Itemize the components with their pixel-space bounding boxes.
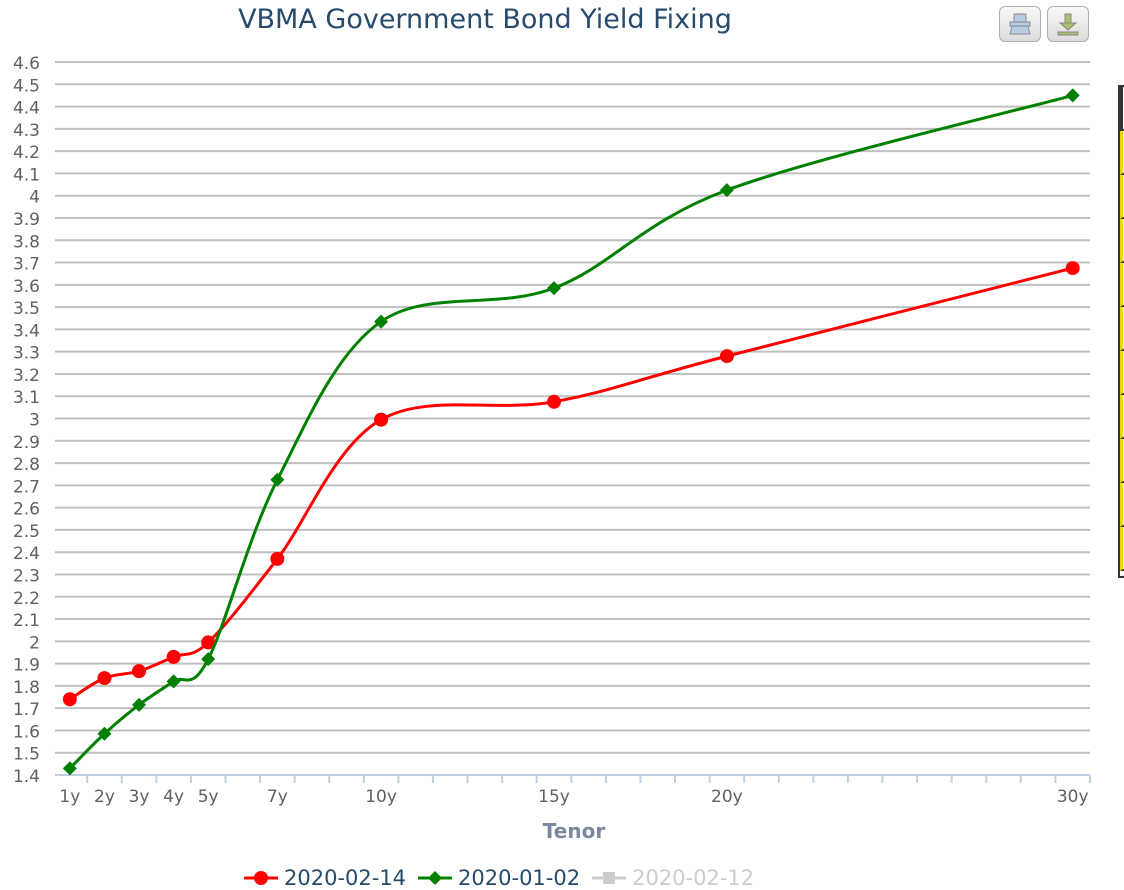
y-tick-label: 2.8 bbox=[13, 455, 40, 475]
legend-item[interactable]: 2020-01-02 bbox=[418, 866, 580, 890]
y-tick-label: 4.6 bbox=[13, 54, 40, 74]
y-tick-label: 2.6 bbox=[13, 500, 40, 520]
data-point[interactable] bbox=[546, 394, 561, 409]
y-tick-label: 2.4 bbox=[13, 544, 40, 564]
y-tick-label: 1.9 bbox=[13, 656, 40, 676]
legend-label: 2020-02-14 bbox=[284, 866, 407, 890]
data-point[interactable] bbox=[62, 692, 77, 707]
data-point[interactable] bbox=[97, 671, 112, 686]
data-point[interactable] bbox=[201, 635, 216, 650]
x-axis-title: Tenor bbox=[543, 819, 606, 843]
y-tick-label: 3.2 bbox=[13, 366, 40, 386]
side-table-row bbox=[1120, 439, 1124, 483]
data-point[interactable] bbox=[1065, 261, 1080, 276]
y-tick-label: 3.9 bbox=[13, 210, 40, 230]
series-2020-02-14 bbox=[62, 261, 1080, 707]
x-tick-label: 15y bbox=[538, 787, 570, 807]
data-point[interactable] bbox=[201, 652, 216, 667]
data-point[interactable] bbox=[62, 761, 77, 776]
x-tick-label: 4y bbox=[163, 787, 184, 807]
data-point[interactable] bbox=[97, 726, 112, 741]
y-tick-label: 3.7 bbox=[13, 255, 40, 275]
y-tick-label: 1.4 bbox=[13, 767, 40, 787]
data-point[interactable] bbox=[132, 697, 147, 712]
side-table-row bbox=[1120, 263, 1124, 307]
x-tick-label: 3y bbox=[129, 787, 150, 807]
series-2020-01-02 bbox=[62, 88, 1080, 776]
y-tick-label: 4.1 bbox=[13, 165, 40, 185]
y-tick-label: 3.6 bbox=[13, 277, 40, 297]
y-tick-label: 2.1 bbox=[13, 611, 40, 631]
legend: 2020-02-14 2020-01-02 2020-02-12 bbox=[244, 866, 766, 890]
y-tick-label: 1.7 bbox=[13, 700, 40, 720]
download-icon bbox=[1057, 13, 1079, 36]
side-table-row bbox=[1120, 351, 1124, 395]
y-tick-label: 4.3 bbox=[13, 121, 40, 141]
y-tick-label: 1.6 bbox=[13, 722, 40, 742]
y-tick-label: 4.4 bbox=[13, 99, 40, 119]
side-table-row bbox=[1120, 483, 1124, 527]
data-point[interactable] bbox=[546, 281, 561, 296]
side-table-row bbox=[1120, 307, 1124, 351]
y-tick-label: 1.8 bbox=[13, 678, 40, 698]
legend-label: 2020-02-12 bbox=[632, 866, 755, 890]
data-point[interactable] bbox=[270, 551, 285, 566]
data-point[interactable] bbox=[166, 649, 181, 664]
legend-item[interactable]: 2020-02-12 bbox=[592, 866, 754, 890]
y-tick-label: 2.5 bbox=[13, 522, 40, 542]
data-point[interactable] bbox=[374, 412, 389, 427]
y-tick-label: 2.9 bbox=[13, 433, 40, 453]
y-tick-label: 1.5 bbox=[13, 745, 40, 765]
chart-title: VBMA Government Bond Yield Fixing bbox=[238, 4, 732, 35]
y-tick-label: 2.3 bbox=[13, 566, 40, 586]
x-tick-label: 20y bbox=[711, 787, 743, 807]
y-tick-label: 4.2 bbox=[13, 143, 40, 163]
legend-label: 2020-01-02 bbox=[458, 866, 581, 890]
side-table-row bbox=[1120, 527, 1124, 571]
y-tick-label: 3.5 bbox=[13, 299, 40, 319]
x-tick-label: 2y bbox=[94, 787, 115, 807]
printer-icon bbox=[1009, 13, 1031, 35]
chart-plot: 1.41.5 1.61.71.81.9 22.12.2 2.32.42.52.6 2.7… bbox=[13, 54, 1091, 843]
x-tick-label: 10y bbox=[365, 787, 397, 807]
data-point[interactable] bbox=[132, 664, 147, 679]
x-tick-label: 5y bbox=[198, 787, 219, 807]
x-tick-label: 1y bbox=[59, 787, 80, 807]
side-table-clipped bbox=[1118, 85, 1124, 578]
data-point[interactable] bbox=[719, 183, 734, 198]
side-table-row bbox=[1120, 395, 1124, 439]
print-button[interactable] bbox=[999, 6, 1041, 42]
data-point[interactable] bbox=[1065, 88, 1080, 103]
y-tick-label: 4 bbox=[29, 188, 40, 208]
data-point[interactable] bbox=[374, 314, 389, 329]
side-table-row bbox=[1120, 131, 1124, 175]
legend-symbol-icon bbox=[418, 871, 453, 885]
y-tick-label: 3.3 bbox=[13, 344, 40, 364]
legend-item[interactable]: 2020-02-14 bbox=[244, 866, 406, 890]
y-tick-label: 2 bbox=[29, 633, 40, 653]
y-tick-label: 4.5 bbox=[13, 76, 40, 96]
download-button[interactable] bbox=[1047, 6, 1089, 42]
x-tick-label: 30y bbox=[1057, 787, 1089, 807]
y-tick-label: 3.4 bbox=[13, 321, 40, 341]
legend-symbol-icon bbox=[244, 871, 278, 885]
data-point[interactable] bbox=[270, 472, 285, 487]
y-tick-label: 3.1 bbox=[13, 388, 40, 408]
y-tick-label: 2.7 bbox=[13, 477, 40, 497]
legend-symbol-icon bbox=[592, 872, 627, 884]
side-table-row bbox=[1120, 87, 1124, 131]
data-point[interactable] bbox=[719, 349, 734, 364]
data-point[interactable] bbox=[166, 674, 181, 689]
y-tick-label: 2.2 bbox=[13, 589, 40, 609]
y-tick-label: 3.8 bbox=[13, 232, 40, 252]
y-tick-label: 3 bbox=[29, 411, 40, 431]
series-line bbox=[69, 266, 1074, 701]
side-table-row bbox=[1120, 219, 1124, 263]
x-tick-label: 7y bbox=[267, 787, 288, 807]
side-table-row bbox=[1120, 175, 1124, 219]
